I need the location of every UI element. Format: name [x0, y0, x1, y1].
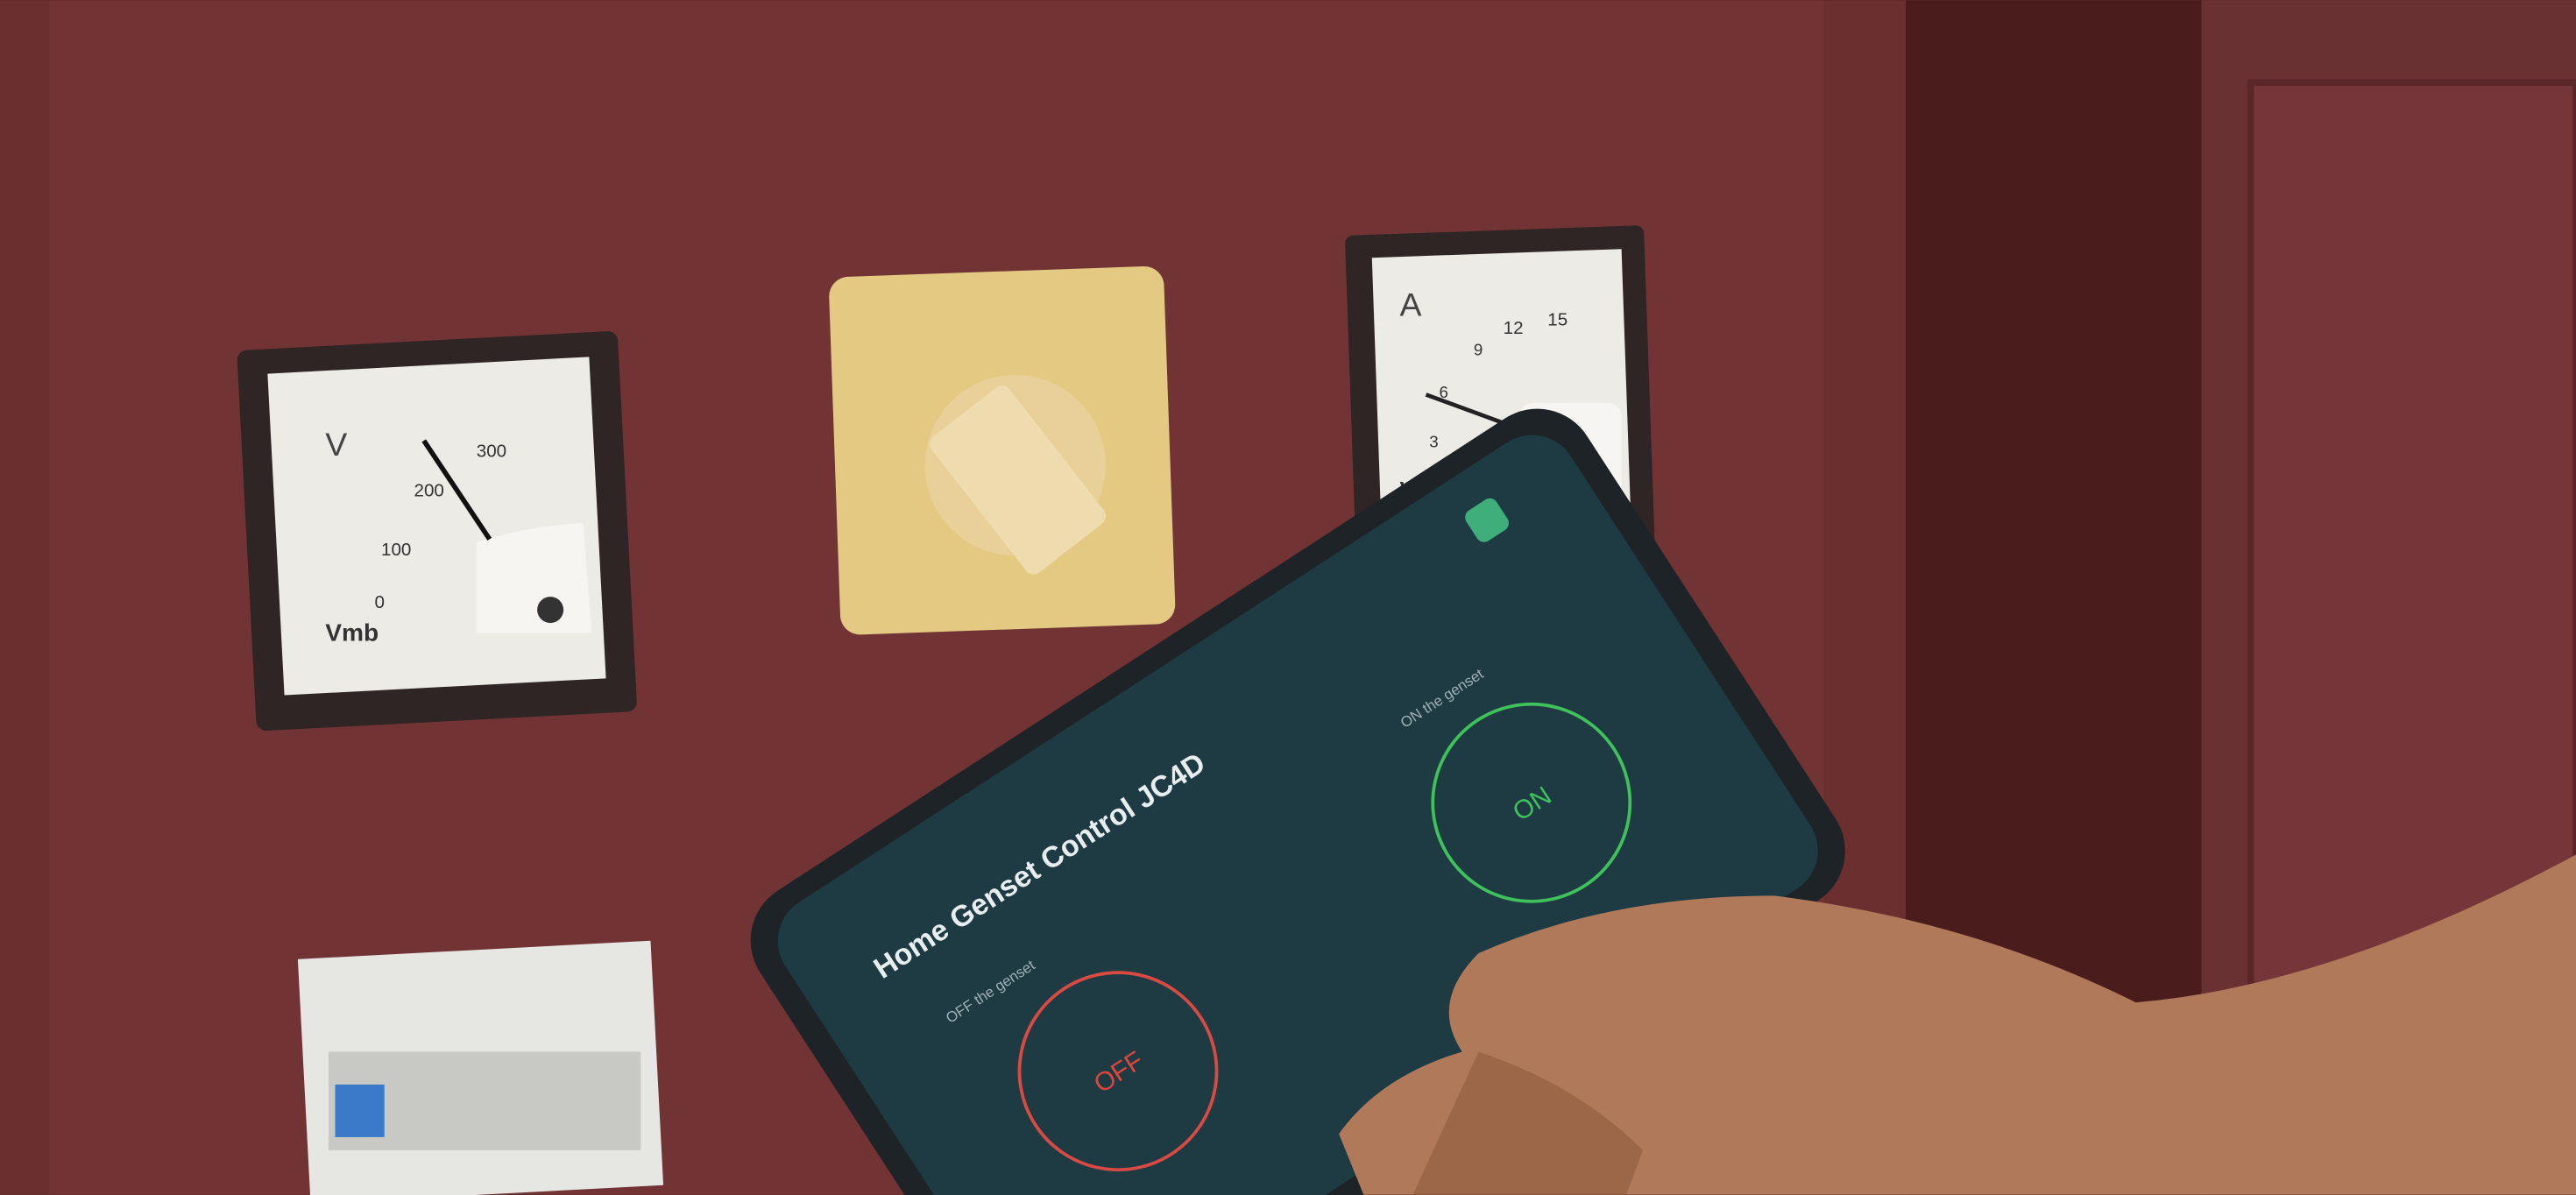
voltmeter: V 0 100 200 300 Vmb — [237, 331, 637, 732]
hand-shadow — [1412, 1051, 1643, 1195]
scale-label: 3 — [1429, 432, 1438, 450]
scale-label: 9 — [1474, 340, 1483, 358]
off-ring[interactable] — [981, 935, 1254, 1195]
meter-cover — [476, 522, 591, 633]
cabinet-door — [2247, 79, 2576, 1006]
unit: V — [325, 426, 347, 463]
rotary-switch — [829, 266, 1176, 635]
scale-label: 300 — [477, 442, 506, 462]
scale-label: 0 — [375, 592, 385, 612]
needle — [421, 439, 492, 541]
unit: A — [1400, 286, 1422, 322]
screw — [537, 597, 564, 624]
scale-label: 12 — [1504, 318, 1524, 338]
scale-label: 6 — [1440, 383, 1448, 401]
brand: Vmb — [325, 619, 379, 647]
app-icon — [1465, 498, 1509, 542]
on-ring[interactable] — [1395, 667, 1667, 939]
breaker-indicator — [335, 1084, 385, 1137]
hand — [1339, 854, 2576, 1195]
scale-label: 100 — [381, 540, 411, 560]
phone: Home Genset Control JC4D OFF the genset … — [750, 408, 1845, 1195]
scale-label: 200 — [414, 481, 444, 501]
switch-handle — [930, 385, 1107, 575]
scale-label: 15 — [1547, 310, 1568, 330]
